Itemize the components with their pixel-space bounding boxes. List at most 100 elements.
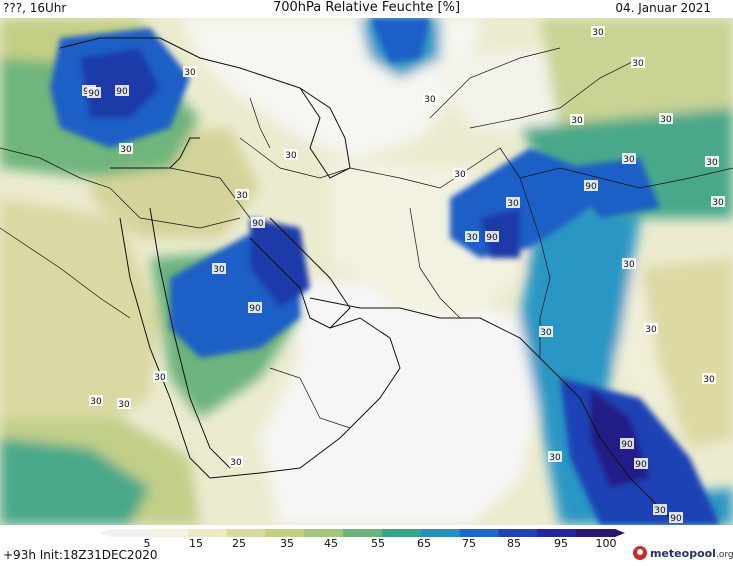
map-title: 700hPa Relative Feuchte [%] xyxy=(272,0,461,15)
colorbar-tick-5: 55 xyxy=(371,537,385,549)
high-region-north xyxy=(370,18,430,63)
svg-text:30: 30 xyxy=(654,506,666,516)
contour-label-29: 90 xyxy=(485,231,499,243)
svg-text:30: 30 xyxy=(184,68,196,78)
moderate-region-east-india xyxy=(640,258,733,448)
colorbar-tick-8: 85 xyxy=(507,537,521,549)
coastlines xyxy=(59,37,671,519)
colorbar-tick-4: 45 xyxy=(324,537,338,549)
border-3 xyxy=(139,217,241,229)
colorbar-swatch-11 xyxy=(537,529,577,537)
contour-label-10: 30 xyxy=(453,168,467,180)
coast-caspian xyxy=(299,87,351,179)
contour-label-4: 30 xyxy=(570,114,584,126)
border-4 xyxy=(169,167,251,219)
contour-label-13: 30 xyxy=(711,196,725,208)
svg-text:90: 90 xyxy=(252,219,264,229)
high-region-gulf xyxy=(250,218,310,308)
colorbar-swatch-10 xyxy=(498,529,538,537)
svg-text:30: 30 xyxy=(230,458,242,468)
colorbar-tick-0: 5 xyxy=(144,537,151,549)
contour-label-24: 30 xyxy=(548,451,562,463)
colorbar-tick-9: 95 xyxy=(554,537,568,549)
contour-label-3: 30 xyxy=(423,93,437,105)
colorbar-swatch-4 xyxy=(265,529,305,537)
forecast-date: 04. Januar 2021 xyxy=(615,1,711,15)
border-5 xyxy=(239,137,351,179)
contour-label-18: 30 xyxy=(644,323,658,335)
contour-label-20: 30 xyxy=(153,371,167,383)
border-2 xyxy=(0,227,131,319)
contour-label-27: 90 xyxy=(115,85,129,97)
colorbar-swatches xyxy=(100,529,625,537)
coast-levant xyxy=(110,137,200,169)
colorbar-tick-1: 15 xyxy=(189,537,203,549)
borders xyxy=(0,47,733,429)
coast-iran-south xyxy=(309,297,541,359)
border-6 xyxy=(349,147,501,189)
svg-text:90: 90 xyxy=(116,87,128,97)
svg-text:30: 30 xyxy=(706,158,718,168)
border-9 xyxy=(519,167,733,189)
svg-text:30: 30 xyxy=(623,155,635,165)
svg-text:30: 30 xyxy=(571,116,583,126)
border-7 xyxy=(409,207,461,319)
border-10 xyxy=(269,367,351,429)
colorbar-tick-6: 65 xyxy=(417,537,431,549)
svg-text:30: 30 xyxy=(623,260,635,270)
contour-label-23: 30 xyxy=(229,456,243,468)
contour-label-22: 30 xyxy=(117,398,131,410)
svg-text:30: 30 xyxy=(213,265,225,275)
high-region-aegean xyxy=(80,48,160,118)
colorbar-tick-3: 35 xyxy=(280,537,294,549)
coast-red-sea-east xyxy=(149,207,231,469)
colorbar-swatch-12 xyxy=(576,529,616,537)
moist-region-southwest xyxy=(0,438,150,525)
colorbar-swatch-7 xyxy=(381,529,422,537)
svg-text:30: 30 xyxy=(632,59,644,69)
contour-label-0: 30 xyxy=(591,26,605,38)
coast-turkey xyxy=(59,37,301,89)
moderate-region-africa xyxy=(0,198,160,438)
map-footer: 5 15 25 35 45 55 65 75 85 95 100 +93h Init:18Z31DE… xyxy=(0,525,733,566)
contour-label-17: 30 xyxy=(539,326,553,338)
contour-label-19: 30 xyxy=(702,373,716,385)
colorbar-tick-10: 100 xyxy=(596,537,617,549)
border-1 xyxy=(0,147,141,219)
colorbar-ticks: 5 15 25 35 45 55 65 75 85 95 100 xyxy=(144,537,617,549)
border-8 xyxy=(499,147,551,358)
svg-text:30: 30 xyxy=(466,233,478,243)
svg-text:90: 90 xyxy=(249,304,261,314)
contour-label-21: 30 xyxy=(89,395,103,407)
coast-arabia-south xyxy=(209,317,401,479)
svg-text:90: 90 xyxy=(88,89,100,99)
svg-text:30: 30 xyxy=(120,145,132,155)
contour-label-12: 30 xyxy=(506,197,520,209)
map-header: ???, 16Uhr 700hPa Relative Feuchte [%] 0… xyxy=(0,0,733,18)
svg-text:30: 30 xyxy=(454,170,466,180)
contour-labels: 30 30 30 30 30 30 30 30 30 30 30 30 30 30 30 30 30 30 30 30… xyxy=(82,26,725,524)
contour-label-25: 30 xyxy=(653,504,667,516)
colorbar-swatch-1 xyxy=(148,529,189,537)
border-13 xyxy=(249,97,271,149)
contour-label-2: 30 xyxy=(183,66,197,78)
svg-text:30: 30 xyxy=(592,28,604,38)
svg-text:30: 30 xyxy=(540,328,552,338)
svg-text:30: 30 xyxy=(703,375,715,385)
contour-label-6: 30 xyxy=(119,143,133,155)
contour-label-7: 30 xyxy=(284,149,298,161)
svg-text:30: 30 xyxy=(154,373,166,383)
svg-text:90: 90 xyxy=(585,182,597,192)
colorbar-arrow-left xyxy=(100,529,110,537)
contour-label-11: 30 xyxy=(235,189,249,201)
border-12 xyxy=(469,57,641,129)
colorbar-swatch-9 xyxy=(459,529,499,537)
meteopool-logo[interactable]: meteopool.org xyxy=(632,545,733,563)
colorbar-tick-7: 75 xyxy=(462,537,476,549)
colorbar-swatch-0 xyxy=(110,529,150,537)
coast-gulf xyxy=(249,217,351,329)
svg-text:90: 90 xyxy=(670,514,682,524)
svg-text:90: 90 xyxy=(621,440,633,450)
colorbar-swatch-6 xyxy=(343,529,383,537)
colorbar-swatch-2 xyxy=(187,529,228,537)
